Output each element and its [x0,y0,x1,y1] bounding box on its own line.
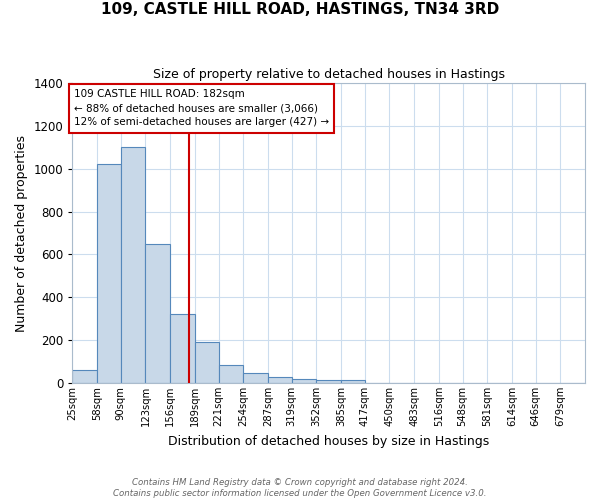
Bar [195,342,218,383]
Bar [97,164,121,383]
Title: Size of property relative to detached houses in Hastings: Size of property relative to detached ho… [152,68,505,80]
Bar [268,376,292,383]
X-axis label: Distribution of detached houses by size in Hastings: Distribution of detached houses by size … [168,434,489,448]
Bar [341,380,365,383]
Text: 109 CASTLE HILL ROAD: 182sqm
← 88% of detached houses are smaller (3,066)
12% of: 109 CASTLE HILL ROAD: 182sqm ← 88% of de… [74,90,329,128]
Text: 109, CASTLE HILL ROAD, HASTINGS, TN34 3RD: 109, CASTLE HILL ROAD, HASTINGS, TN34 3R… [101,2,499,18]
Bar [145,244,170,383]
Bar [243,374,268,383]
Bar [218,365,243,383]
Bar [292,378,316,383]
Y-axis label: Number of detached properties: Number of detached properties [15,134,28,332]
Bar [73,370,97,383]
Text: Contains HM Land Registry data © Crown copyright and database right 2024.
Contai: Contains HM Land Registry data © Crown c… [113,478,487,498]
Bar [121,148,145,383]
Bar [316,380,341,383]
Bar [170,314,195,383]
